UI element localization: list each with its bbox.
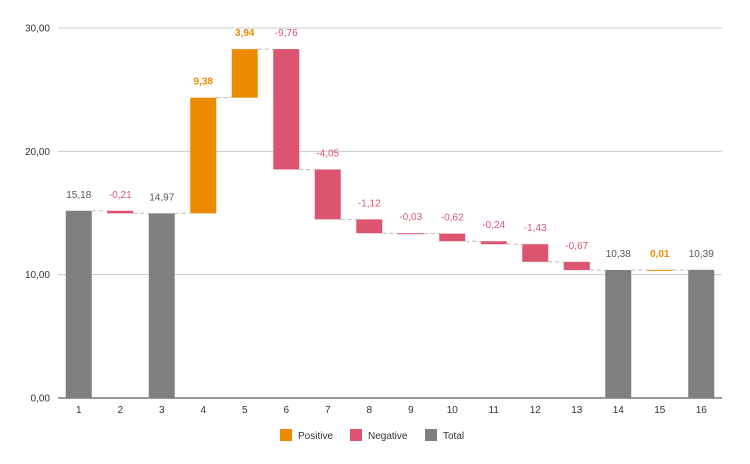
x-tick-label: 5 [242,405,248,416]
legend-swatch-negative [350,429,362,441]
data-label: 14,97 [149,192,174,203]
negative-bar [480,241,507,245]
negative-bar [273,49,300,170]
data-label: -0,62 [441,213,464,224]
total-bar [65,210,92,398]
x-tick-label: 16 [696,405,708,416]
x-tick-label: 14 [613,405,625,416]
legend-label-negative: Negative [368,431,408,442]
x-tick-label: 15 [654,405,666,416]
data-label: 15,18 [66,190,91,201]
x-tick-label: 6 [283,405,289,416]
legend: Positive Negative Total [280,429,464,442]
data-label: -9,76 [275,28,298,39]
data-label: 10,39 [689,249,714,260]
legend-swatch-positive [280,429,292,441]
x-tick-label: 9 [408,405,414,416]
negative-bar [107,210,134,214]
x-tick-label: 8 [366,405,372,416]
negative-bar [314,169,341,220]
y-axis-tick-labels: 0,00 10,00 20,00 30,00 [25,24,50,405]
data-label: -0,21 [109,190,132,201]
y-tick-label: 20,00 [25,147,50,158]
data-label: 3,94 [235,28,255,39]
data-label: 10,38 [606,249,631,260]
x-tick-label: 2 [117,405,123,416]
legend-swatch-total [425,429,437,441]
negative-bar [356,219,383,234]
legend-label-positive: Positive [298,431,333,442]
total-bar [688,269,715,398]
data-label: -0,67 [565,241,588,252]
data-label: -1,43 [524,223,547,234]
x-tick-label: 10 [447,405,459,416]
data-label: 9,38 [194,77,214,88]
positive-bar [190,97,217,214]
y-tick-label: 0,00 [31,394,51,405]
data-labels: 15,18 -0,21 14,97 9,38 3,94 -9,76 -4,05 -1,12 -0… [66,28,714,260]
legend-label-total: Total [443,431,464,442]
data-label: -0,03 [399,212,422,223]
connector-lines [91,48,689,271]
data-label: -1,12 [358,198,381,209]
negative-bar [397,233,424,235]
data-label: 0,01 [650,249,670,260]
x-tick-label: 3 [159,405,165,416]
positive-bar [231,49,258,98]
x-tick-label: 13 [571,405,583,416]
negative-bar [563,261,590,271]
x-axis-tick-labels: 1 2 3 4 5 6 7 8 9 10 11 12 13 14 15 16 [76,405,707,416]
x-tick-label: 12 [530,405,542,416]
x-tick-label: 4 [200,405,206,416]
y-tick-label: 10,00 [25,270,50,281]
negative-bar [439,233,466,242]
positive-bar [646,269,673,271]
data-label: -4,05 [316,148,339,159]
negative-bar [522,244,549,262]
x-tick-label: 7 [325,405,331,416]
x-tick-label: 11 [489,405,500,416]
data-label: -0,24 [482,220,505,231]
y-tick-label: 30,00 [25,24,50,35]
total-bar [605,269,632,398]
bars [65,49,715,398]
x-tick-label: 1 [76,405,82,416]
total-bar [148,213,175,398]
